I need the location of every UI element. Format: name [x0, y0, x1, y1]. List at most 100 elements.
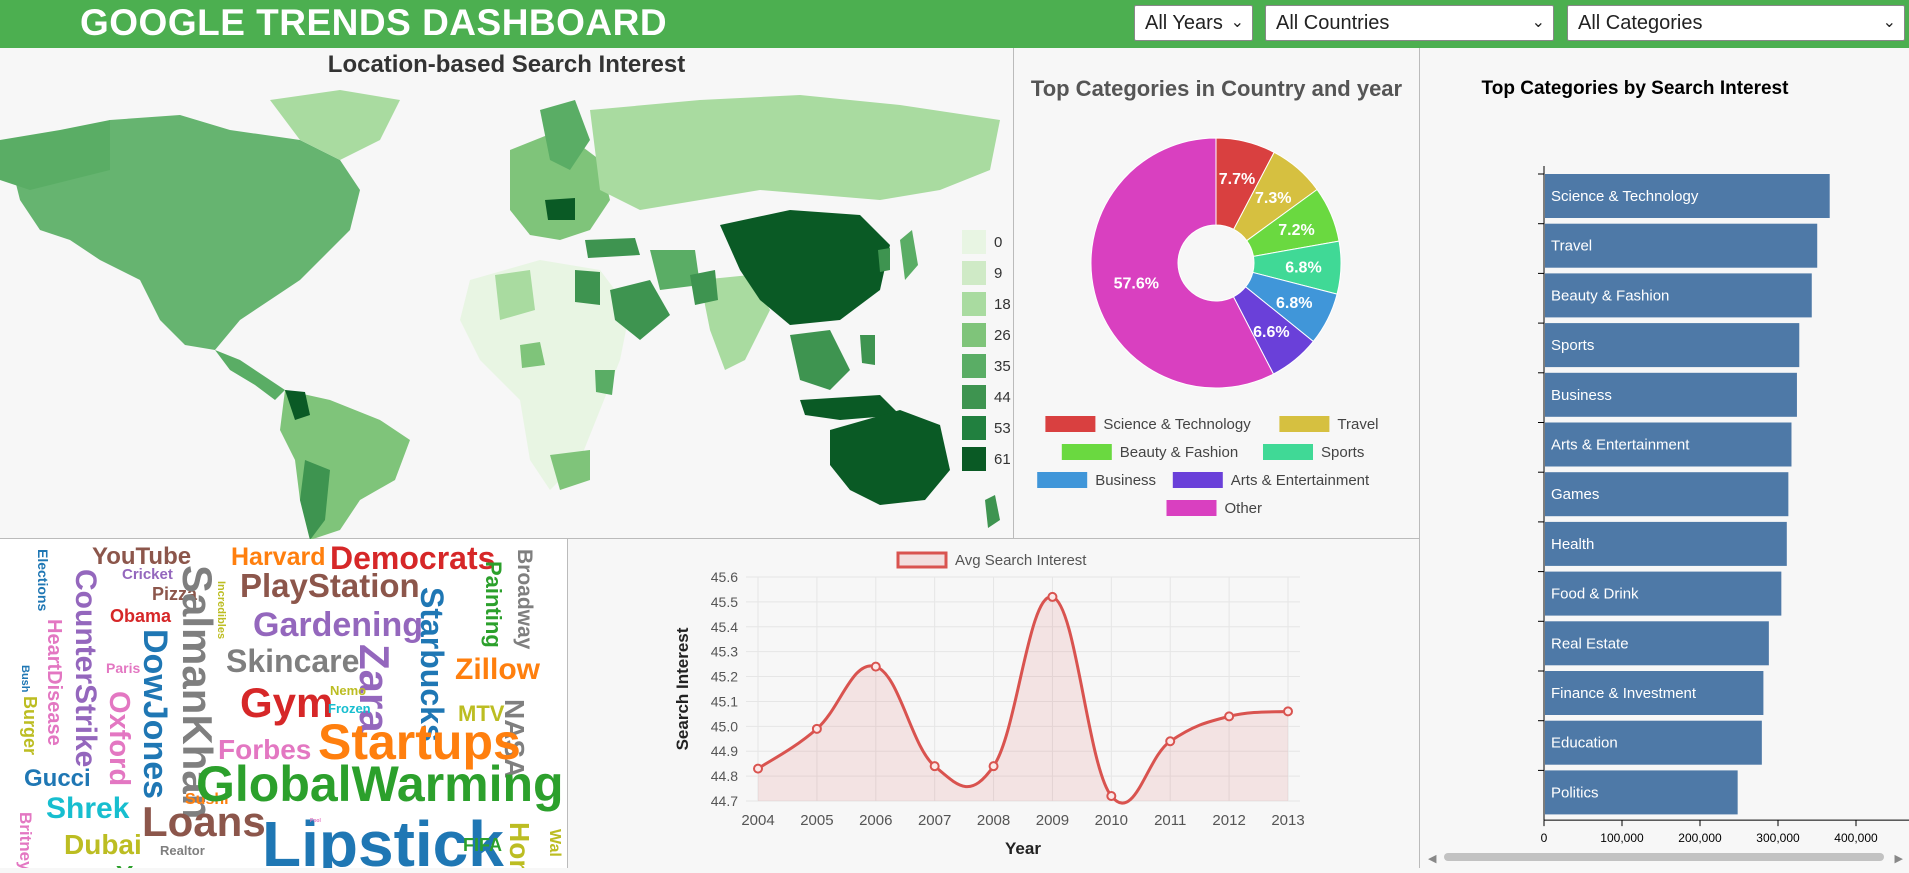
bar[interactable] — [1545, 521, 1787, 566]
data-point[interactable] — [811, 723, 822, 734]
cloud-word[interactable]: Harvard — [231, 543, 326, 571]
cloud-word[interactable]: PlayStation — [240, 567, 420, 604]
cloud-word[interactable]: Paris — [106, 660, 140, 676]
cloud-word[interactable]: Sushi — [185, 791, 229, 808]
cloud-word[interactable]: Democrats — [330, 540, 495, 576]
pie-legend-swatch[interactable] — [1045, 416, 1096, 432]
data-point[interactable] — [1283, 706, 1293, 717]
bar[interactable] — [1545, 472, 1789, 517]
data-point[interactable] — [1047, 591, 1058, 602]
cloud-word[interactable]: Startups — [318, 714, 521, 770]
cloud-word[interactable]: Nemo — [330, 683, 366, 698]
cloud-word[interactable]: Burger — [20, 696, 40, 755]
cloud-word[interactable]: YouTube — [92, 543, 191, 570]
cloud-word[interactable]: HeartDisease — [43, 619, 65, 746]
bar[interactable] — [1545, 422, 1792, 467]
data-point[interactable] — [1224, 711, 1235, 722]
pie-legend-label[interactable]: Beauty & Fashion — [1120, 444, 1238, 461]
cloud-word[interactable]: Gym — [240, 679, 333, 726]
pie-legend-label[interactable]: Other — [1225, 500, 1263, 517]
region-south-africa — [550, 450, 590, 490]
pie-legend-label[interactable]: Sports — [1321, 444, 1364, 461]
pie-legend-swatch[interactable] — [1263, 444, 1313, 460]
cloud-word[interactable]: CounterStrike — [69, 569, 102, 767]
cloud-word[interactable]: Elections — [35, 549, 51, 611]
cloud-word[interactable]: Zillow — [455, 653, 541, 686]
data-point[interactable] — [1165, 736, 1176, 747]
cloud-word[interactable]: Painting — [481, 561, 506, 648]
line-chart[interactable]: 44.7 44.8 44.9 45.0 45.1 45.2 45.3 45.4 45.5 45.6… — [568, 539, 1419, 868]
line-legend-swatch[interactable] — [896, 551, 948, 569]
data-point[interactable] — [1106, 791, 1117, 802]
data-point[interactable] — [988, 761, 999, 772]
pie-legend-label[interactable]: Business — [1095, 472, 1156, 489]
cloud-word[interactable]: FIFA — [463, 835, 502, 855]
pie-chart[interactable]: 7.7%7.3% 7.2% 6.8% 6.8% 6.6% 57.6% Science & T… — [1014, 108, 1419, 538]
bar[interactable] — [1545, 770, 1738, 815]
year-select[interactable]: All Years ⌄ — [1134, 5, 1253, 41]
scroll-left-icon[interactable]: ◀ — [1428, 853, 1437, 865]
bar[interactable] — [1545, 671, 1764, 715]
bar[interactable] — [1545, 720, 1762, 765]
pie-legend-swatch[interactable] — [1061, 444, 1112, 460]
cloud-word[interactable]: Incredibles — [215, 581, 227, 639]
scroll-right-icon[interactable]: ▶ — [1894, 853, 1903, 865]
scrollbar-thumb[interactable] — [1444, 853, 1884, 861]
country-select[interactable]: All Countries ⌄ — [1265, 5, 1554, 41]
bar[interactable] — [1545, 174, 1830, 218]
cloud-word[interactable]: NASA — [499, 699, 530, 778]
cloud-word[interactable]: Skincare — [226, 643, 359, 679]
pie-legend-swatch[interactable] — [1037, 472, 1088, 488]
cloud-word[interactable]: Hom — [504, 822, 535, 868]
cloud-word[interactable]: Starbucks — [414, 587, 450, 742]
cloud-word[interactable]: Shrek — [46, 792, 130, 825]
pie-slice[interactable] — [1090, 137, 1275, 389]
cloud-word[interactable]: Bush — [19, 665, 31, 693]
cloud-word[interactable]: Frozen — [328, 701, 371, 716]
pie-legend-swatch[interactable] — [1166, 500, 1217, 516]
data-point[interactable] — [929, 761, 940, 772]
cloud-word[interactable]: Broadway — [513, 549, 536, 650]
cloud-word[interactable]: Dubai — [64, 829, 142, 860]
bar[interactable] — [1545, 621, 1769, 666]
pie-legend-swatch[interactable] — [1172, 472, 1223, 488]
pie-legend-label[interactable]: Travel — [1337, 416, 1378, 433]
bar[interactable] — [1545, 372, 1797, 417]
cloud-word[interactable]: Gucci — [24, 765, 91, 792]
cloud-word[interactable]: Cricket — [122, 566, 173, 583]
cloud-word[interactable]: Obama — [110, 606, 172, 626]
cloud-word[interactable]: Zara — [351, 644, 398, 733]
data-point[interactable] — [753, 763, 763, 774]
cloud-word[interactable]: MTV — [458, 701, 505, 726]
region-russia — [590, 95, 1000, 210]
world-map[interactable]: 0 9 18 26 35 44 53 61 — [0, 80, 1013, 540]
cloud-word[interactable]: DowJones — [136, 629, 174, 799]
chevron-down-icon: ⌄ — [1230, 14, 1244, 31]
cloud-word[interactable]: Wal — [546, 829, 563, 857]
bar[interactable] — [1545, 323, 1800, 368]
cloud-word[interactable]: Loans — [142, 798, 266, 845]
cloud-word[interactable]: Realtor — [160, 843, 205, 858]
bar[interactable] — [1545, 223, 1818, 268]
category-select[interactable]: All Categories ⌄ — [1567, 5, 1905, 41]
cloud-word[interactable]: Britney — [16, 812, 35, 868]
cloud-word[interactable]: SalmanKhan — [174, 565, 221, 819]
bar[interactable] — [1545, 571, 1782, 616]
cloud-word[interactable]: Pizza — [152, 584, 198, 604]
line-legend-label[interactable]: Avg Search Interest — [955, 552, 1087, 569]
pie-legend-swatch[interactable] — [1279, 416, 1330, 432]
cloud-word[interactable]: GlobalWarming — [196, 756, 564, 812]
bar-chart[interactable]: Science & Technology Travel Beauty & Fashi… — [1420, 108, 1909, 868]
pie-legend-label[interactable]: Arts & Entertainment — [1231, 472, 1370, 489]
pie-legend-label[interactable]: Science & Technology — [1103, 416, 1251, 433]
cloud-word[interactable]: Pool — [310, 818, 321, 824]
cloud-word[interactable]: Forbes — [218, 734, 311, 765]
data-point[interactable] — [870, 661, 881, 672]
horizontal-scrollbar[interactable]: ◀ ▶ — [1428, 850, 1903, 865]
word-cloud[interactable]: YouTube Harvard Democrats Broadway Elections… — [0, 539, 567, 868]
bar[interactable] — [1545, 273, 1812, 318]
cloud-word[interactable]: Gardening — [253, 606, 423, 644]
cloud-word[interactable]: Lipstick — [262, 808, 504, 868]
cloud-word[interactable]: Yoga — [116, 860, 178, 868]
cloud-word[interactable]: Oxford — [103, 691, 135, 786]
